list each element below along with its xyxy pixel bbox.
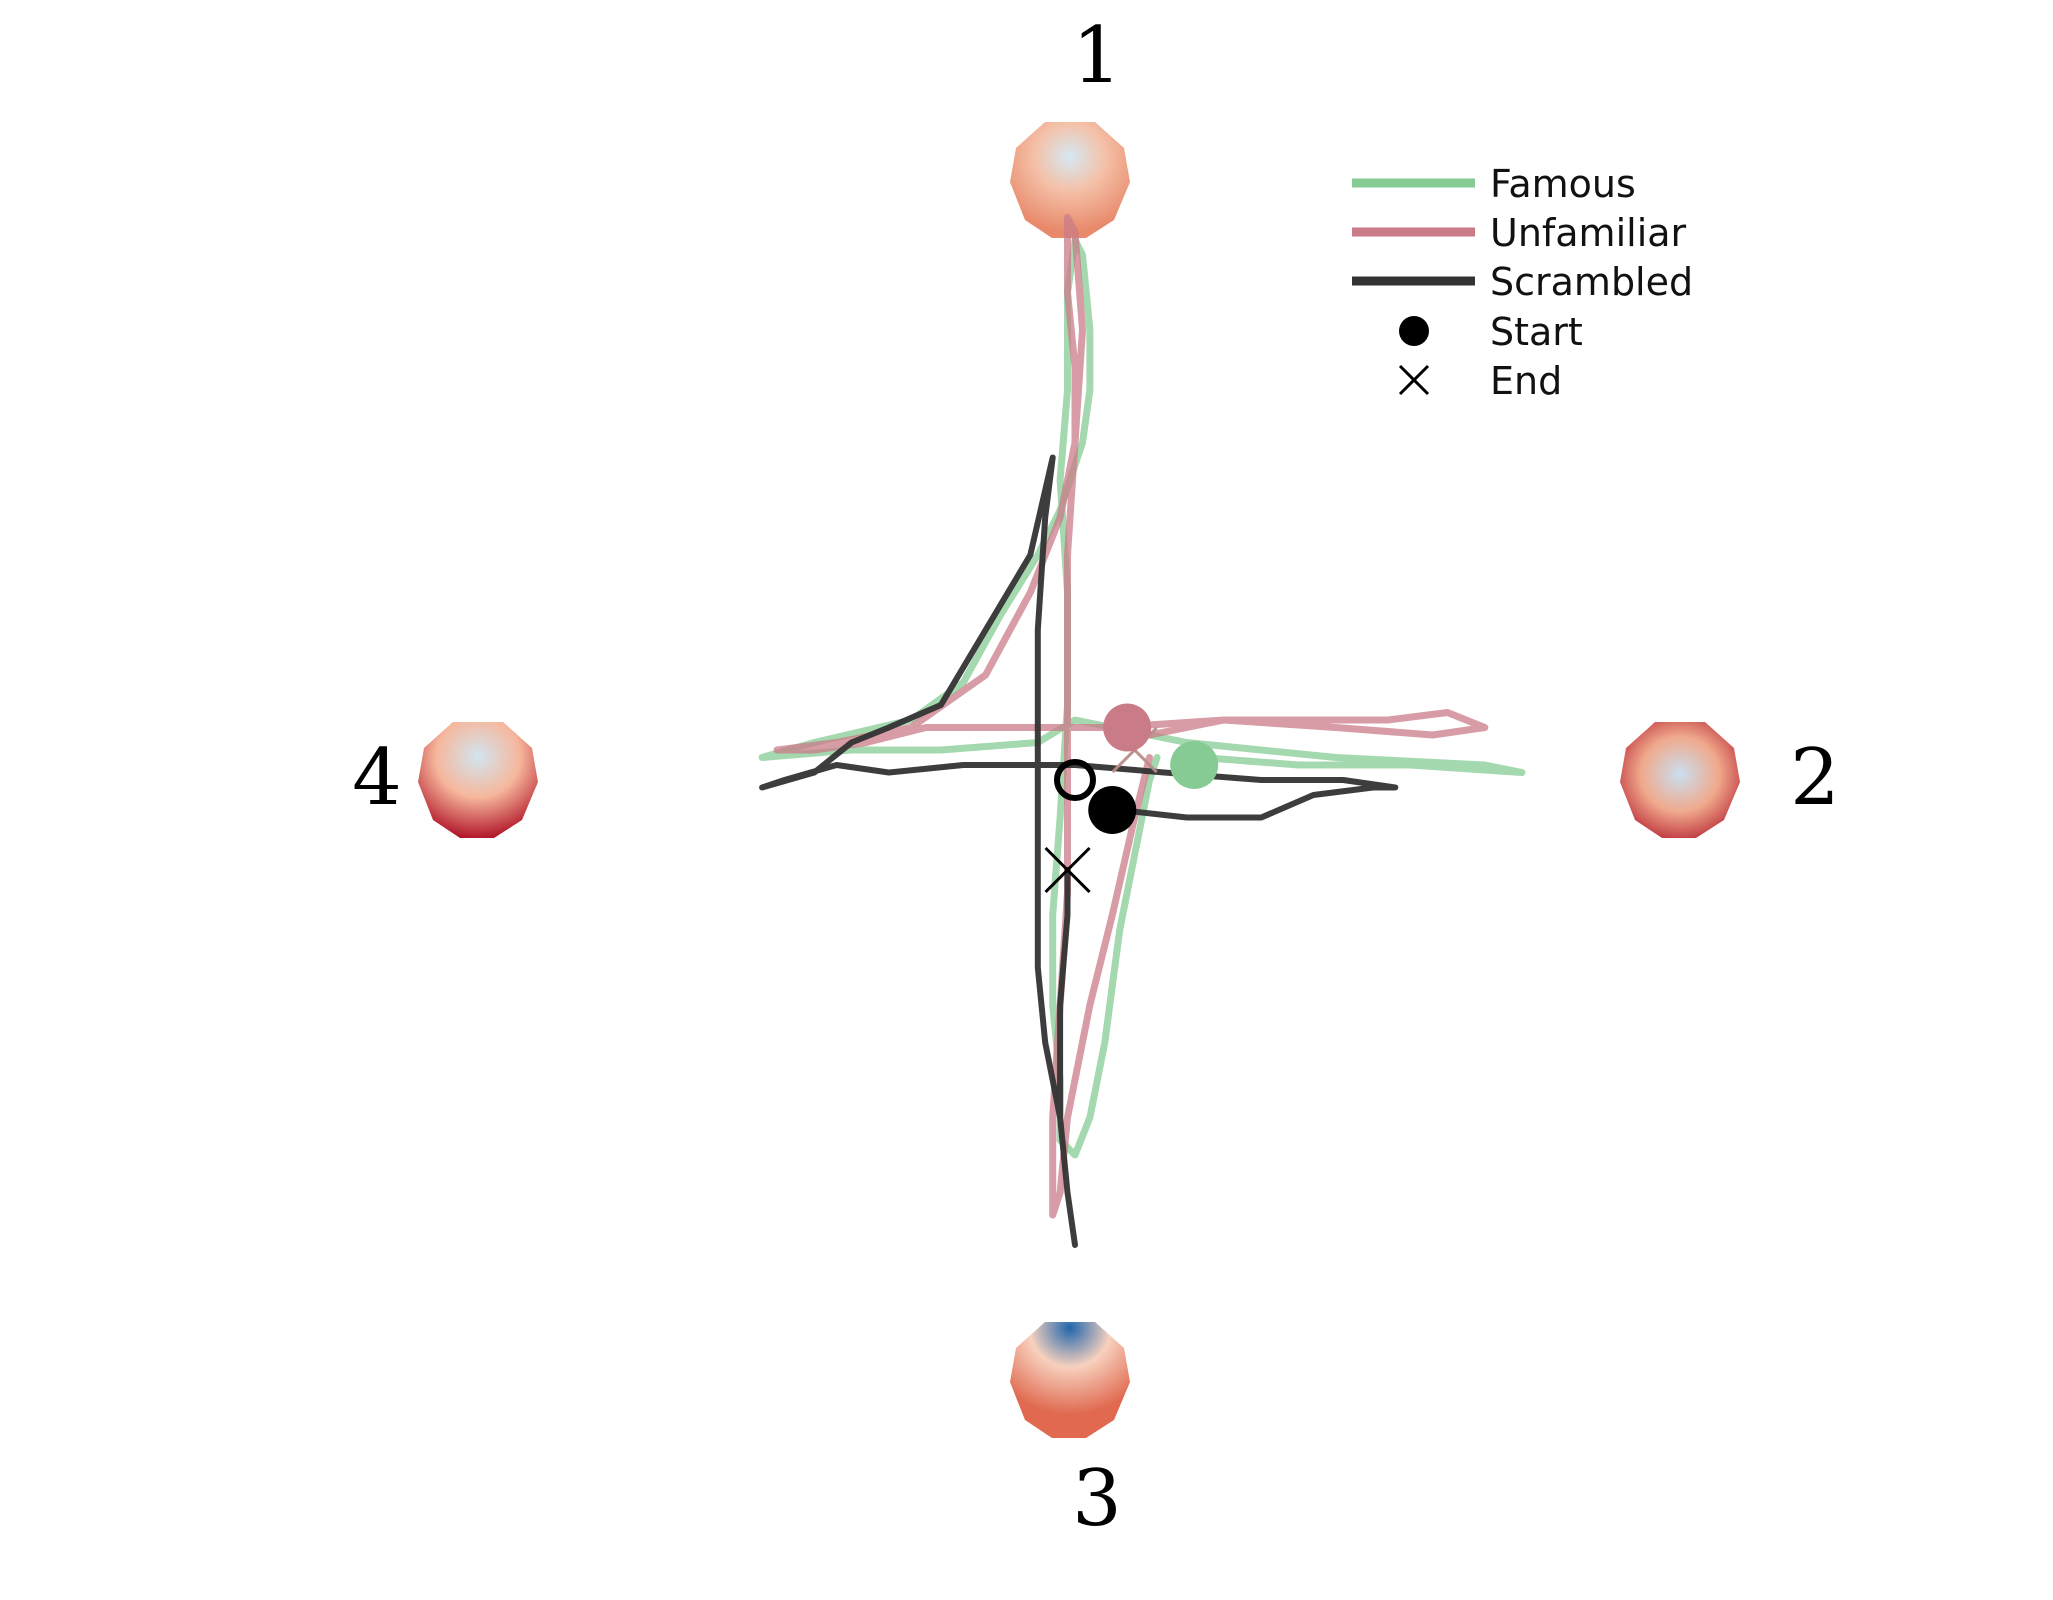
legend-swatch-start bbox=[1399, 316, 1429, 346]
start-marker-unfamiliar bbox=[1103, 703, 1152, 752]
topomap-1 bbox=[1010, 122, 1130, 238]
topomap-2 bbox=[1620, 722, 1740, 838]
legend: Famous Unfamiliar Scrambled Start End bbox=[1352, 162, 1693, 403]
end-marker-scrambled bbox=[1044, 846, 1091, 894]
legend-label-unfamiliar: Unfamiliar bbox=[1490, 211, 1687, 255]
legend-swatch-end bbox=[1398, 364, 1430, 396]
corner-label-3: 3 bbox=[1072, 1454, 1122, 1544]
marker-layer bbox=[1044, 703, 1219, 894]
corner-label-1: 1 bbox=[1072, 11, 1122, 101]
corner-maps bbox=[418, 122, 1740, 1438]
legend-label-scrambled: Scrambled bbox=[1490, 260, 1693, 304]
start-marker-scrambled bbox=[1088, 786, 1137, 834]
topomap-3 bbox=[1010, 1322, 1130, 1438]
corner-label-4: 4 bbox=[352, 733, 402, 823]
legend-label-famous: Famous bbox=[1490, 162, 1636, 206]
legend-label-end: End bbox=[1490, 359, 1562, 403]
legend-label-start: Start bbox=[1490, 310, 1583, 354]
series-line-scrambled bbox=[759, 454, 1399, 1248]
series-line-unfamiliar bbox=[773, 214, 1489, 1219]
topomap-4 bbox=[418, 722, 538, 838]
start-marker-famous bbox=[1170, 741, 1219, 789]
corner-label-2: 2 bbox=[1790, 733, 1840, 823]
series-line-famous bbox=[758, 236, 1526, 1159]
open-circle-marker bbox=[1054, 759, 1096, 801]
